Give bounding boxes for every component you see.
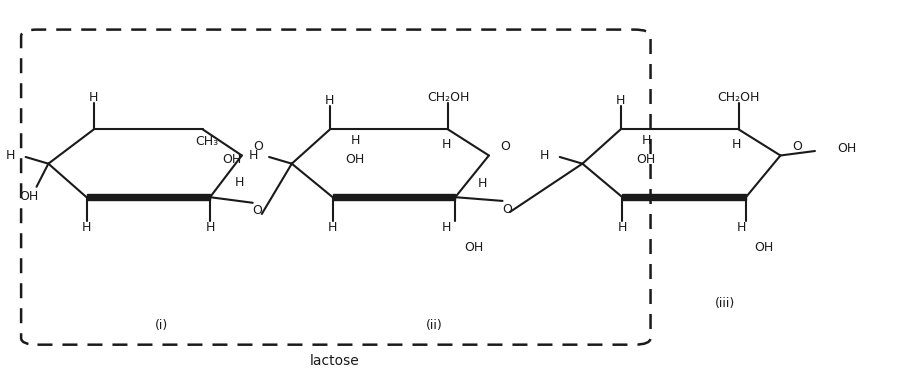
Text: H: H (5, 149, 15, 162)
Text: H: H (328, 221, 337, 234)
Text: H: H (732, 138, 741, 151)
Text: H: H (206, 221, 215, 234)
Text: O: O (501, 140, 511, 153)
Text: (iii): (iii) (715, 297, 735, 310)
Text: (ii): (ii) (426, 319, 442, 332)
Text: H: H (441, 138, 451, 151)
Text: OH: OH (223, 153, 242, 166)
Text: OH: OH (345, 153, 365, 166)
Text: H: H (234, 176, 244, 189)
Text: lactose: lactose (310, 354, 359, 368)
Polygon shape (87, 194, 210, 200)
Text: CH₃: CH₃ (196, 135, 218, 148)
Text: O: O (252, 204, 262, 217)
Text: H: H (89, 91, 99, 104)
Text: H: H (478, 177, 487, 189)
Text: H: H (642, 134, 651, 147)
Text: OH: OH (754, 241, 774, 254)
Text: H: H (351, 134, 360, 147)
Text: H: H (82, 221, 91, 234)
Text: OH: OH (636, 153, 655, 166)
Text: (i): (i) (155, 319, 168, 332)
Text: O: O (253, 140, 263, 153)
Text: OH: OH (837, 142, 857, 155)
Text: H: H (539, 149, 548, 162)
Text: H: H (737, 221, 746, 234)
Text: OH: OH (19, 190, 38, 203)
Text: H: H (441, 221, 451, 234)
Text: H: H (616, 94, 625, 107)
Text: O: O (502, 203, 512, 216)
Text: OH: OH (463, 241, 484, 254)
Polygon shape (333, 194, 455, 200)
Text: H: H (249, 149, 258, 162)
Polygon shape (622, 194, 746, 200)
Text: CH₂OH: CH₂OH (717, 90, 760, 104)
Text: H: H (325, 94, 335, 107)
Text: H: H (618, 221, 627, 234)
Text: CH₂OH: CH₂OH (427, 90, 469, 104)
Text: O: O (792, 140, 802, 153)
